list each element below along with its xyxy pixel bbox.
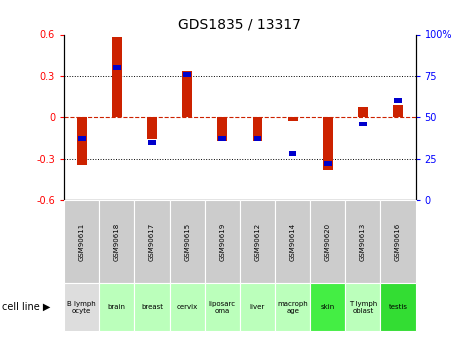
Bar bbox=[113, 65, 121, 70]
Text: GSM90612: GSM90612 bbox=[255, 223, 260, 260]
Text: GSM90617: GSM90617 bbox=[149, 223, 155, 260]
Bar bbox=[358, 107, 368, 117]
Text: GSM90618: GSM90618 bbox=[114, 223, 120, 260]
Text: liposarc
oma: liposarc oma bbox=[209, 300, 236, 314]
Bar bbox=[324, 161, 332, 166]
Text: cell line ▶: cell line ▶ bbox=[2, 302, 51, 312]
Text: breast: breast bbox=[141, 304, 163, 310]
Bar bbox=[77, 117, 86, 165]
Text: B lymph
ocyte: B lymph ocyte bbox=[67, 300, 96, 314]
Bar bbox=[254, 136, 261, 141]
Text: brain: brain bbox=[108, 304, 126, 310]
Bar bbox=[148, 140, 156, 145]
Bar bbox=[359, 121, 367, 126]
Text: GSM90619: GSM90619 bbox=[219, 223, 225, 260]
Text: GSM90611: GSM90611 bbox=[79, 223, 85, 260]
Bar bbox=[289, 151, 296, 156]
Bar bbox=[393, 105, 403, 117]
Bar bbox=[218, 117, 227, 141]
Bar bbox=[78, 136, 86, 141]
Bar bbox=[182, 71, 192, 117]
Bar bbox=[253, 117, 262, 141]
Text: skin: skin bbox=[321, 304, 335, 310]
Bar bbox=[218, 136, 226, 141]
Text: cervix: cervix bbox=[177, 304, 198, 310]
Bar bbox=[112, 37, 122, 117]
Text: liver: liver bbox=[250, 304, 265, 310]
Text: GSM90620: GSM90620 bbox=[325, 223, 331, 260]
Text: GSM90613: GSM90613 bbox=[360, 223, 366, 260]
Bar bbox=[288, 117, 297, 121]
Bar bbox=[394, 98, 402, 103]
Text: GSM90614: GSM90614 bbox=[290, 223, 295, 260]
Text: macroph
age: macroph age bbox=[277, 300, 308, 314]
Title: GDS1835 / 13317: GDS1835 / 13317 bbox=[179, 18, 301, 32]
Bar bbox=[147, 117, 157, 139]
Text: T lymph
oblast: T lymph oblast bbox=[349, 300, 377, 314]
Bar bbox=[183, 72, 191, 77]
Text: GSM90615: GSM90615 bbox=[184, 223, 190, 260]
Text: GSM90616: GSM90616 bbox=[395, 223, 401, 260]
Bar bbox=[323, 117, 332, 170]
Text: testis: testis bbox=[389, 304, 408, 310]
